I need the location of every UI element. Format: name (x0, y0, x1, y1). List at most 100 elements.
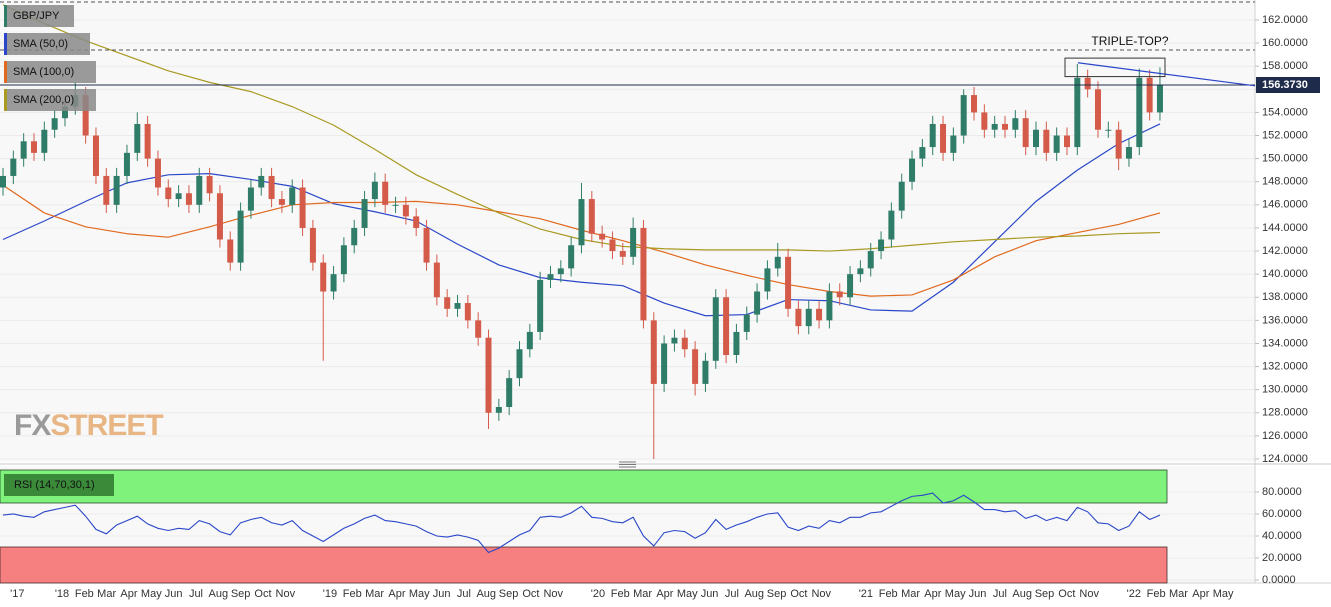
candle-body (123, 152, 130, 176)
x-tick-label: May (945, 588, 966, 600)
legend-swatch (4, 89, 7, 111)
candle-body (971, 95, 978, 113)
x-tick-label: Jun (165, 588, 183, 600)
candle-body (61, 106, 68, 119)
legend-box[interactable] (4, 474, 114, 496)
x-tick-label: '18 (55, 588, 69, 600)
candle-body (671, 337, 678, 344)
legend-box[interactable] (4, 33, 90, 55)
y-tick-label: 136.0000 (1262, 314, 1308, 326)
x-tick-label: Jun (969, 588, 987, 600)
candle-body (185, 193, 192, 205)
y-tick-label: 60.0000 (1262, 508, 1302, 520)
x-tick-label: Apr (656, 588, 673, 600)
watermark: FXSTREET (14, 409, 164, 442)
candle-body (154, 158, 161, 188)
candle-body (640, 227, 647, 321)
candle-body (588, 199, 595, 234)
candle-body (981, 112, 988, 130)
x-tick-label: Oct (1058, 588, 1075, 600)
candle-body (878, 239, 885, 252)
y-tick-label: 158.0000 (1262, 60, 1308, 72)
candle-body (392, 204, 399, 206)
candle-body (454, 303, 461, 309)
candle-body (867, 251, 874, 269)
candle-body (733, 331, 740, 356)
candle-body (526, 331, 533, 350)
x-tick-label: Aug (209, 588, 229, 600)
candle-body (619, 251, 626, 257)
candle-body (485, 337, 492, 413)
candle-body (826, 291, 833, 321)
legend-label: GBP/JPY (13, 10, 60, 22)
x-tick-label: May (1213, 588, 1234, 600)
x-tick-label: Apr (1192, 588, 1209, 600)
candle-body (1125, 147, 1132, 159)
candle-body (940, 123, 947, 153)
candle-body (10, 158, 17, 176)
y-tick-label: 140.0000 (1262, 268, 1308, 280)
x-tick-label: Aug (1012, 588, 1032, 600)
x-tick-label: Sep (767, 588, 787, 600)
candle-body (847, 274, 854, 298)
legend-swatch (4, 61, 7, 83)
x-tick-label: Apr (924, 588, 941, 600)
candle-body (237, 210, 244, 263)
candle-body (609, 239, 616, 252)
watermark-text: FXSTREET (14, 409, 163, 442)
candle-body (950, 135, 957, 153)
x-tick-label: Oct (254, 588, 271, 600)
candle-body (537, 279, 544, 332)
candle-body (320, 262, 327, 292)
x-tick-label: Mar (633, 588, 652, 600)
candle-body (51, 118, 58, 130)
candle-body (423, 227, 430, 263)
rsi-bands (0, 469, 1168, 584)
legend-box[interactable] (4, 89, 96, 111)
candle-body (857, 268, 864, 275)
y-tick-label: 80.0000 (1262, 486, 1302, 498)
legend-swatch (4, 33, 7, 55)
x-tick-label: Jun (433, 588, 451, 600)
candle-body (1094, 89, 1101, 130)
legend-box[interactable] (4, 61, 96, 83)
legend-box[interactable] (4, 5, 74, 27)
candle-body (433, 262, 440, 298)
y-tick-label: 142.0000 (1262, 245, 1308, 257)
candle-body (1074, 77, 1081, 148)
candle-body (754, 291, 761, 315)
y-tick-label: 20.0000 (1262, 552, 1302, 564)
candle-body (464, 303, 471, 321)
candle-body (898, 181, 905, 211)
last-price-box (1256, 76, 1320, 93)
x-tick-label: Nov (276, 588, 296, 600)
legend-label: SMA (100,0) (13, 66, 74, 78)
candle-body (599, 233, 606, 240)
candle-body (268, 175, 275, 200)
candle-body (227, 239, 234, 263)
x-tick-label: Oct (522, 588, 539, 600)
x-tick-label: '19 (323, 588, 337, 600)
candle-body (309, 227, 316, 263)
y-tick-label: 160.0000 (1262, 37, 1308, 49)
x-tick-label: Apr (388, 588, 405, 600)
x-tick-label: '17 (10, 588, 24, 600)
candle-body (247, 187, 254, 211)
candle-body (299, 187, 306, 228)
candle-body (960, 95, 967, 136)
candle-body (650, 320, 657, 384)
y-tick-label: 144.0000 (1262, 222, 1308, 234)
candle-body (805, 308, 812, 327)
candle-body (1156, 84, 1163, 113)
candle-body (41, 129, 48, 153)
candle-body (1022, 118, 1029, 148)
legend-label: SMA (200,0) (13, 94, 74, 106)
x-tick-label: Nov (543, 588, 563, 600)
candle-body (134, 123, 141, 153)
rsi-line (2, 492, 1161, 554)
candles (0, 63, 1163, 459)
divider-handle[interactable] (619, 461, 636, 468)
candle-body (1053, 135, 1060, 153)
x-tick-label: Feb (75, 588, 94, 600)
last-price-label: 156.3730 (1262, 79, 1308, 91)
